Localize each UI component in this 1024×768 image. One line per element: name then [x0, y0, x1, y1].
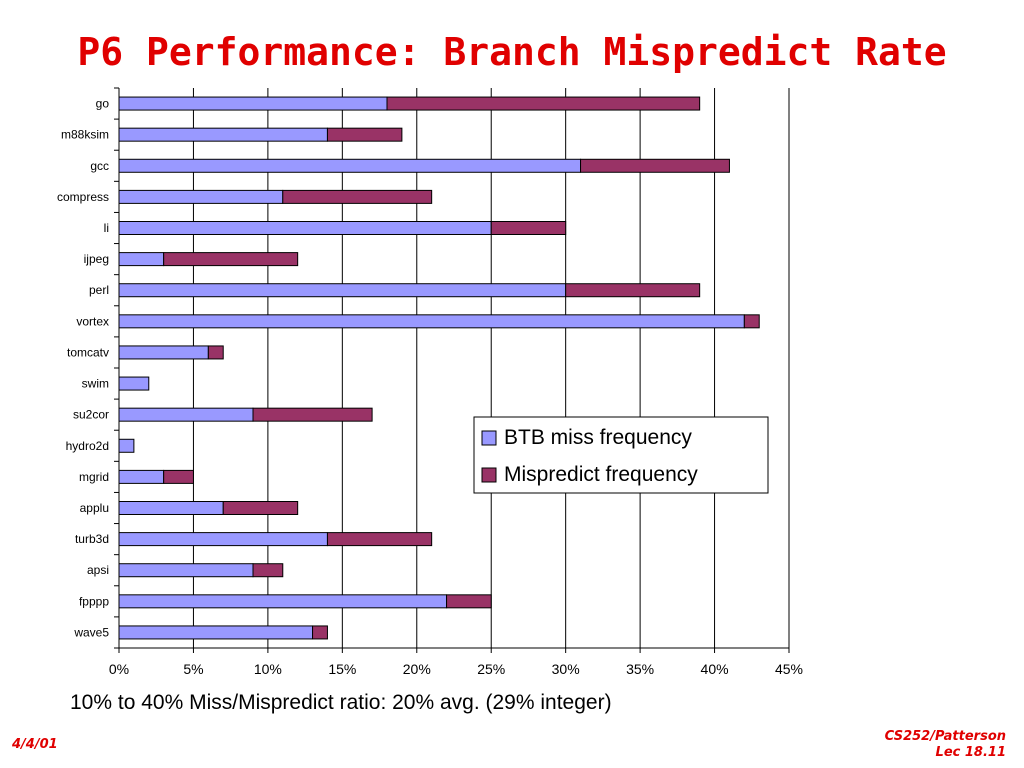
bar-mispredict — [386, 96, 701, 111]
bar-btb-miss — [118, 283, 567, 298]
category-label: swim — [82, 377, 109, 391]
slide-title: P6 Performance: Branch Mispredict Rate — [77, 30, 947, 74]
legend-swatch-mispredict — [481, 467, 497, 483]
bar-btb-miss — [118, 96, 388, 111]
footer-course-info: CS252/Patterson Lec 18.11 — [885, 729, 1006, 761]
category-label: tomcatv — [67, 345, 109, 359]
chart-bars — [118, 96, 760, 640]
bar-btb-miss — [118, 345, 209, 360]
bar-btb-miss — [118, 376, 150, 391]
bar-mispredict — [743, 314, 760, 329]
bar-btb-miss — [118, 314, 745, 329]
x-tick-label: 0% — [109, 661, 129, 677]
footer-course: CS252/Patterson — [884, 729, 1006, 744]
bar-btb-miss — [118, 501, 224, 515]
category-label: mgrid — [79, 470, 109, 484]
category-label: compress — [57, 190, 109, 204]
chart-grid — [192, 88, 790, 648]
bar-mispredict — [282, 189, 433, 204]
x-tick-label: 30% — [552, 661, 580, 677]
category-label: apsi — [87, 563, 109, 577]
bar-btb-miss — [118, 127, 328, 142]
bar-mispredict — [565, 283, 701, 298]
x-tick-label: 45% — [775, 661, 803, 677]
category-label: go — [96, 97, 110, 111]
chart-caption: 10% to 40% Miss/Mispredict ratio: 20% av… — [70, 691, 612, 714]
bar-btb-miss — [118, 563, 254, 578]
category-label: perl — [89, 283, 109, 297]
chart-legend: BTB miss frequency Mispredict frequency — [473, 416, 769, 494]
bar-mispredict — [490, 221, 567, 235]
x-tick-label: 15% — [328, 661, 356, 677]
bar-btb-miss — [118, 532, 328, 547]
legend-box — [473, 416, 769, 494]
bar-mispredict — [163, 252, 299, 267]
category-label: ijpeg — [84, 252, 109, 266]
bar-mispredict — [446, 594, 492, 609]
bar-mispredict — [580, 158, 730, 173]
category-label: vortex — [76, 314, 109, 328]
bar-mispredict — [326, 127, 403, 142]
category-label: su2cor — [73, 408, 109, 422]
bar-btb-miss — [118, 252, 165, 267]
category-label: applu — [80, 501, 109, 515]
category-label: wave5 — [73, 625, 109, 639]
footer-date: 4/4/01 — [12, 737, 58, 752]
bar-btb-miss — [118, 469, 165, 484]
bar-btb-miss — [118, 407, 254, 422]
bar-mispredict — [207, 345, 224, 360]
legend-swatch-btb — [481, 430, 497, 446]
category-label: gcc — [90, 159, 109, 173]
x-tick-label: 20% — [403, 661, 431, 677]
x-tick-label: 35% — [626, 661, 654, 677]
x-tick-label: 5% — [183, 661, 203, 677]
chart-axes: 0% 5% 10% 15% 20% 25% 30% 35% 40% 45% go m88ksim gcc… — [57, 87, 803, 677]
bar-btb-miss — [118, 438, 135, 453]
bar-btb-miss — [118, 625, 314, 640]
bar-mispredict — [312, 625, 328, 640]
bar-mispredict — [222, 501, 299, 515]
bar-btb-miss — [118, 594, 448, 609]
bar-mispredict — [252, 407, 373, 422]
category-label: fpppp — [79, 594, 109, 608]
bar-mispredict — [252, 563, 284, 578]
bar-btb-miss — [118, 189, 284, 204]
x-tick-label: 40% — [701, 661, 729, 677]
bar-btb-miss — [118, 158, 582, 173]
category-label: hydro2d — [66, 439, 109, 453]
category-label: turb3d — [75, 532, 109, 546]
category-label: m88ksim — [61, 128, 109, 142]
legend-label: BTB miss frequency — [504, 426, 692, 449]
bar-mispredict — [326, 532, 433, 547]
category-label: li — [104, 221, 109, 235]
legend-label: Mispredict frequency — [504, 463, 698, 486]
x-tick-label: 10% — [254, 661, 282, 677]
bar-mispredict — [163, 469, 194, 484]
bar-btb-miss — [118, 221, 492, 235]
x-tick-label: 25% — [477, 661, 505, 677]
footer-lecture: Lec 18.11 — [935, 745, 1006, 760]
